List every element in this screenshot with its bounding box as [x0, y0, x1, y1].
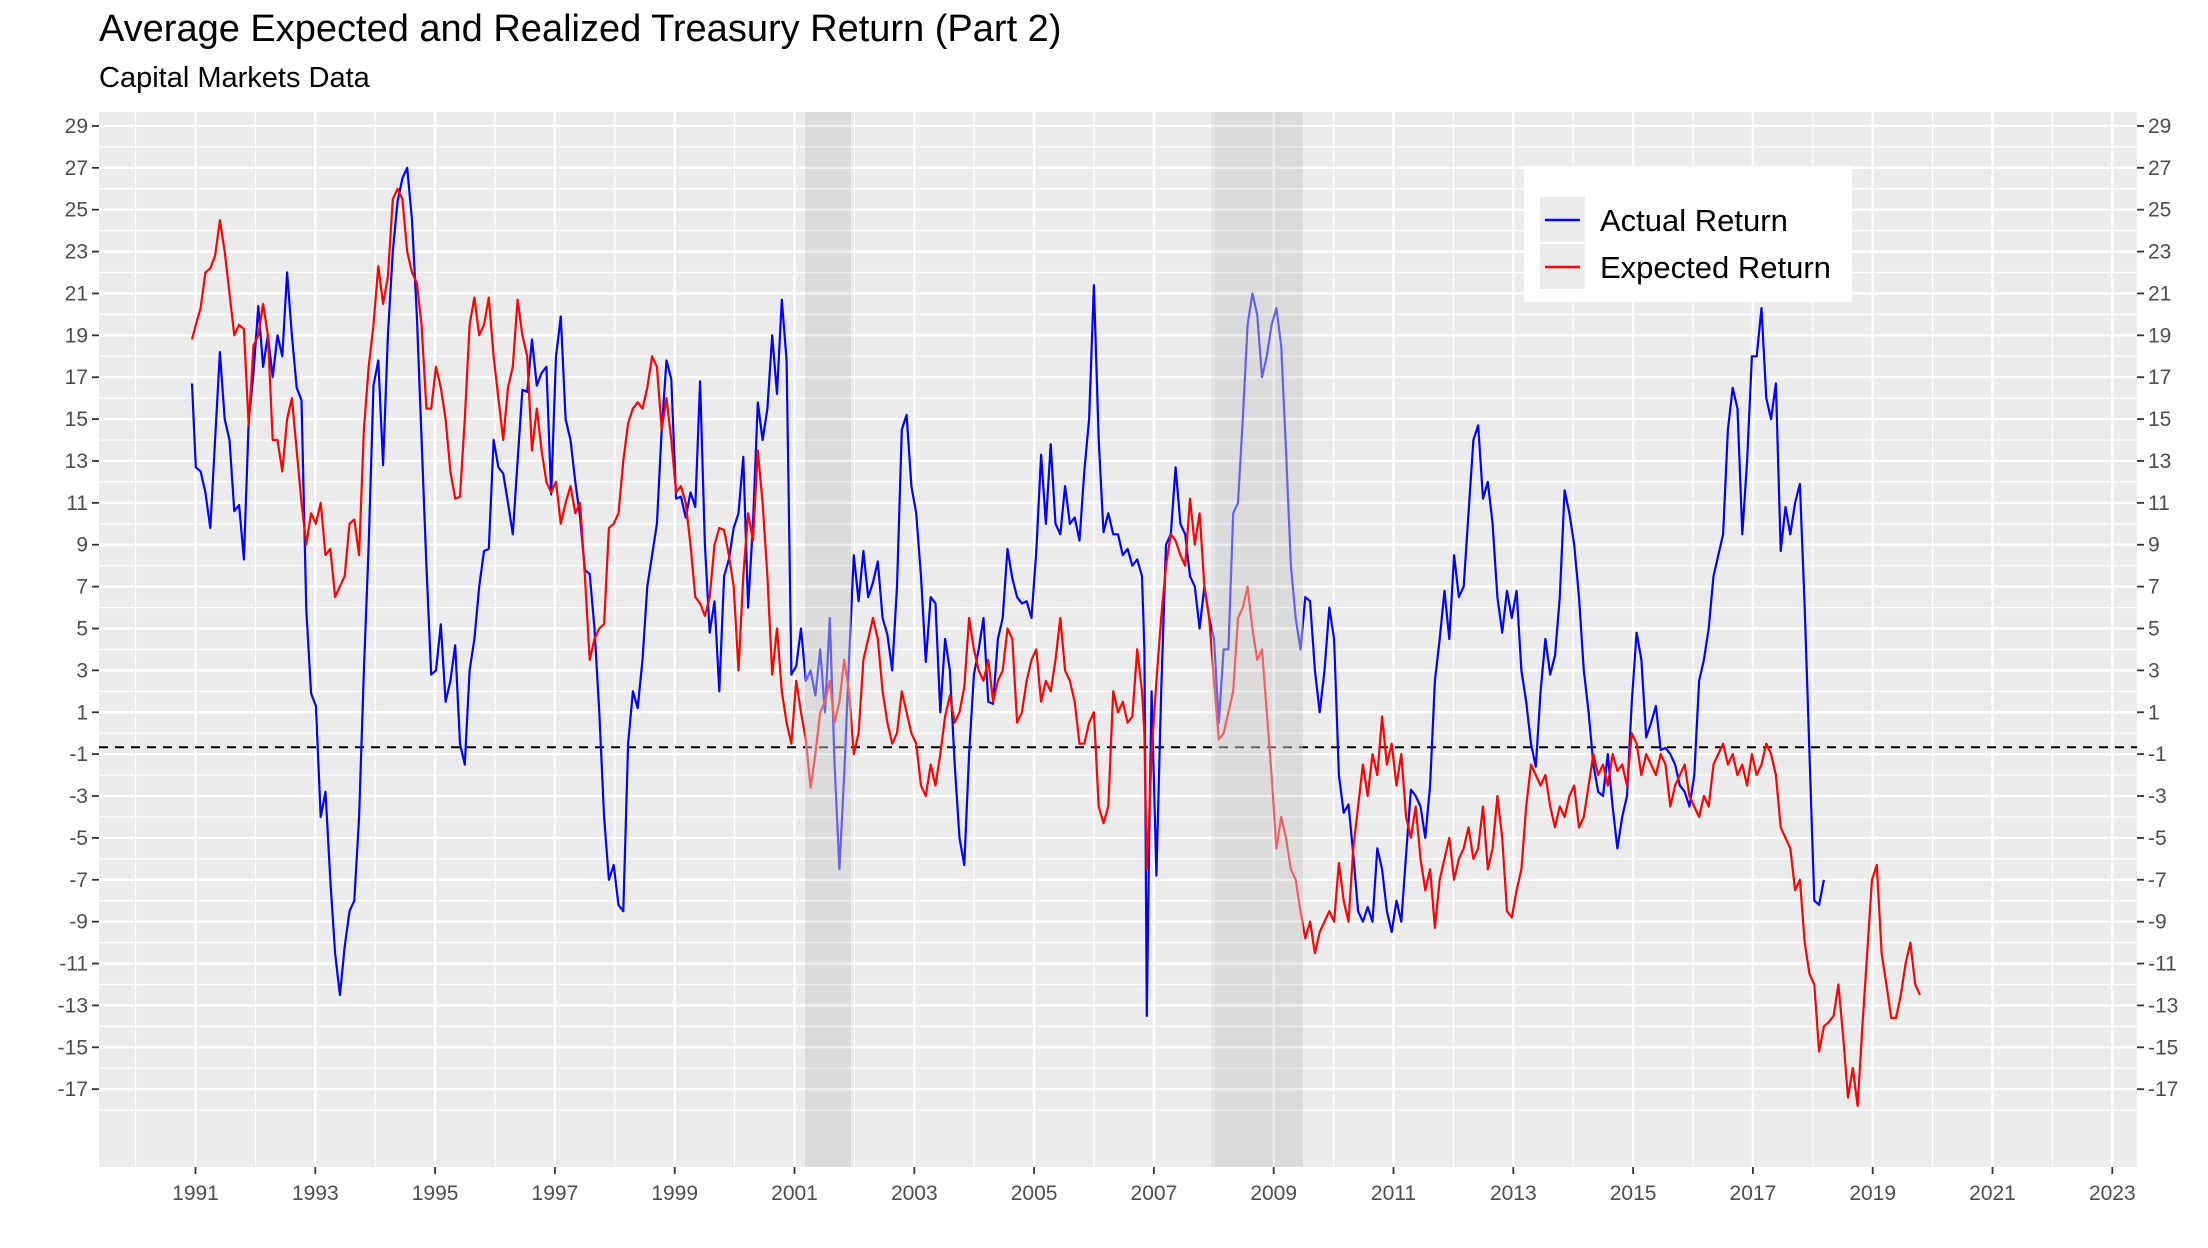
y-tick-label-left: 11 — [66, 492, 88, 515]
y-tick-label-right: 21 — [2148, 282, 2171, 305]
y-tick-label-right: 15 — [2148, 408, 2171, 431]
y-tick-label-right: -7 — [2148, 869, 2167, 892]
y-tick-label-right: -3 — [2148, 785, 2167, 808]
legend: Actual Return Expected Return — [1524, 166, 1852, 302]
y-tick-label-left: 27 — [65, 157, 88, 180]
y-tick-label-left: -15 — [58, 1036, 88, 1059]
y-tick-label-right: 23 — [2148, 241, 2171, 264]
shaded-period-overlay — [805, 112, 851, 1167]
y-tick-label-right: 9 — [2148, 534, 2160, 557]
x-tick-label: 2023 — [2089, 1182, 2136, 1205]
y-tick-label-left: 19 — [65, 324, 88, 347]
y-tick-label-right: -13 — [2148, 994, 2178, 1017]
y-tick-label-left: 9 — [76, 534, 88, 557]
y-tick-label-right: 1 — [2148, 701, 2160, 724]
x-tick-label: 2021 — [1969, 1182, 2016, 1205]
y-tick-label-left: -3 — [69, 785, 88, 808]
y-tick-label-left: -11 — [59, 953, 88, 976]
y-tick-label-left: -13 — [58, 994, 88, 1017]
y-tick-label-right: 13 — [2148, 450, 2171, 473]
x-tick-label: 1999 — [651, 1182, 698, 1205]
x-tick-label: 1993 — [292, 1182, 339, 1205]
y-tick-label-right: 19 — [2148, 324, 2171, 347]
y-tick-label-right: 25 — [2148, 199, 2171, 222]
y-tick-label-left: 15 — [65, 408, 88, 431]
y-tick-label-left: -5 — [69, 827, 88, 850]
y-tick-label-left: 29 — [65, 115, 88, 138]
legend-label: Actual Return — [1600, 203, 1788, 238]
x-tick-label: 2019 — [1849, 1182, 1896, 1205]
y-tick-label-right: -17 — [2148, 1078, 2178, 1101]
y-tick-label-left: -7 — [69, 869, 88, 892]
legend-label: Expected Return — [1600, 250, 1831, 285]
shaded-period — [1212, 112, 1303, 1167]
y-tick-label-left: 3 — [76, 659, 88, 682]
y-tick-label-right: -9 — [2148, 911, 2167, 934]
x-tick-label: 2017 — [1730, 1182, 1777, 1205]
series-layer — [190, 112, 1922, 1167]
y-tick-label-left: 21 — [65, 282, 88, 305]
y-tick-label-left: 5 — [76, 618, 88, 641]
y-tick-label-left: 17 — [65, 366, 88, 389]
y-tick-label-left: -17 — [58, 1078, 88, 1101]
y-tick-label-left: 25 — [65, 199, 88, 222]
shaded-period-overlay — [1212, 112, 1303, 1167]
y-tick-label-left: -9 — [69, 911, 88, 934]
y-tick-label-right: 5 — [2148, 618, 2160, 641]
y-tick-label-right: -5 — [2148, 827, 2167, 850]
x-tick-label: 2005 — [1011, 1182, 1058, 1205]
y-tick-label-right: -1 — [2148, 743, 2167, 766]
y-tick-label-left: 23 — [65, 241, 88, 264]
y-tick-label-right: 27 — [2148, 157, 2171, 180]
x-tick-label: 1995 — [412, 1182, 459, 1205]
actual-return-line — [190, 166, 1825, 1017]
expected-return-line — [190, 187, 1922, 1107]
y-tick-label-left: 7 — [76, 576, 88, 599]
x-tick-label: 2003 — [891, 1182, 938, 1205]
y-tick-label-right: 11 — [2148, 492, 2170, 515]
y-tick-label-right: 29 — [2148, 115, 2171, 138]
x-tick-label: 2009 — [1250, 1182, 1297, 1205]
x-tick-label: 2015 — [1610, 1182, 1657, 1205]
x-tick-label: 2011 — [1371, 1182, 1416, 1205]
y-tick-label-left: 13 — [65, 450, 88, 473]
x-tick-label: 2007 — [1131, 1182, 1178, 1205]
y-tick-label-left: 1 — [76, 701, 88, 724]
x-tick-label: 2013 — [1490, 1182, 1537, 1205]
y-tick-label-right: 7 — [2148, 576, 2160, 599]
x-tick-label: 2001 — [771, 1182, 818, 1205]
y-tick-label-right: -11 — [2148, 953, 2177, 976]
y-tick-label-left: -1 — [69, 743, 88, 766]
shaded-periods — [805, 112, 1303, 1167]
x-tick-label: 1997 — [532, 1182, 579, 1205]
y-tick-label-right: 3 — [2148, 659, 2160, 682]
chart-title: Average Expected and Realized Treasury R… — [99, 8, 1062, 50]
y-tick-label-right: 17 — [2148, 366, 2171, 389]
x-tick-label: 1991 — [172, 1182, 219, 1205]
y-tick-label-right: -15 — [2148, 1036, 2178, 1059]
chart-subtitle: Capital Markets Data — [99, 62, 370, 94]
